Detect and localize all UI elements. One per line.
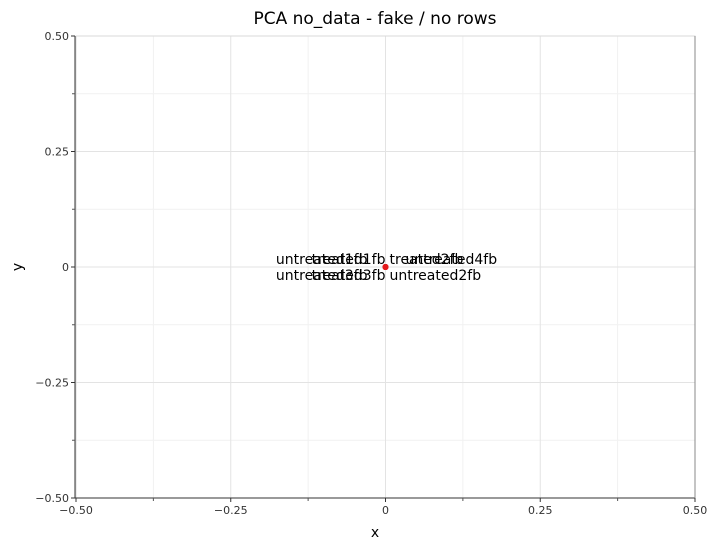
data-points bbox=[382, 264, 389, 270]
x-tick-label: 0.50 bbox=[683, 504, 708, 517]
y-tick-label: 0.25 bbox=[45, 146, 70, 159]
point-label: treated1fb bbox=[312, 252, 386, 268]
axis-ticks: −0.50 −0.25 0 0.25 0.50 −0.50 −0.25 0 0.25 0.50 bbox=[35, 30, 707, 517]
chart-title: PCA no_data - fake / no rows bbox=[253, 9, 496, 29]
x-tick-label: 0 bbox=[382, 504, 389, 517]
x-tick-label: −0.25 bbox=[214, 504, 248, 517]
point-label: treated3fb bbox=[312, 268, 386, 284]
y-tick-label: −0.50 bbox=[35, 492, 69, 505]
x-tick-label: −0.50 bbox=[59, 504, 93, 517]
x-axis-label: x bbox=[371, 525, 379, 541]
point-label: untreated3fb bbox=[276, 268, 368, 284]
y-tick-label: 0 bbox=[62, 261, 69, 274]
y-tick-label: 0.50 bbox=[45, 30, 70, 43]
y-axis-label: y bbox=[10, 263, 26, 271]
point-label: untreated1fb bbox=[276, 252, 368, 268]
point-label: treated2fb bbox=[390, 252, 464, 268]
point-label: untreated2fb bbox=[390, 268, 482, 284]
x-tick-label: 0.25 bbox=[528, 504, 553, 517]
point-label: untreated4fb bbox=[406, 252, 498, 268]
data-point bbox=[382, 264, 389, 270]
y-tick-label: −0.25 bbox=[35, 377, 69, 390]
